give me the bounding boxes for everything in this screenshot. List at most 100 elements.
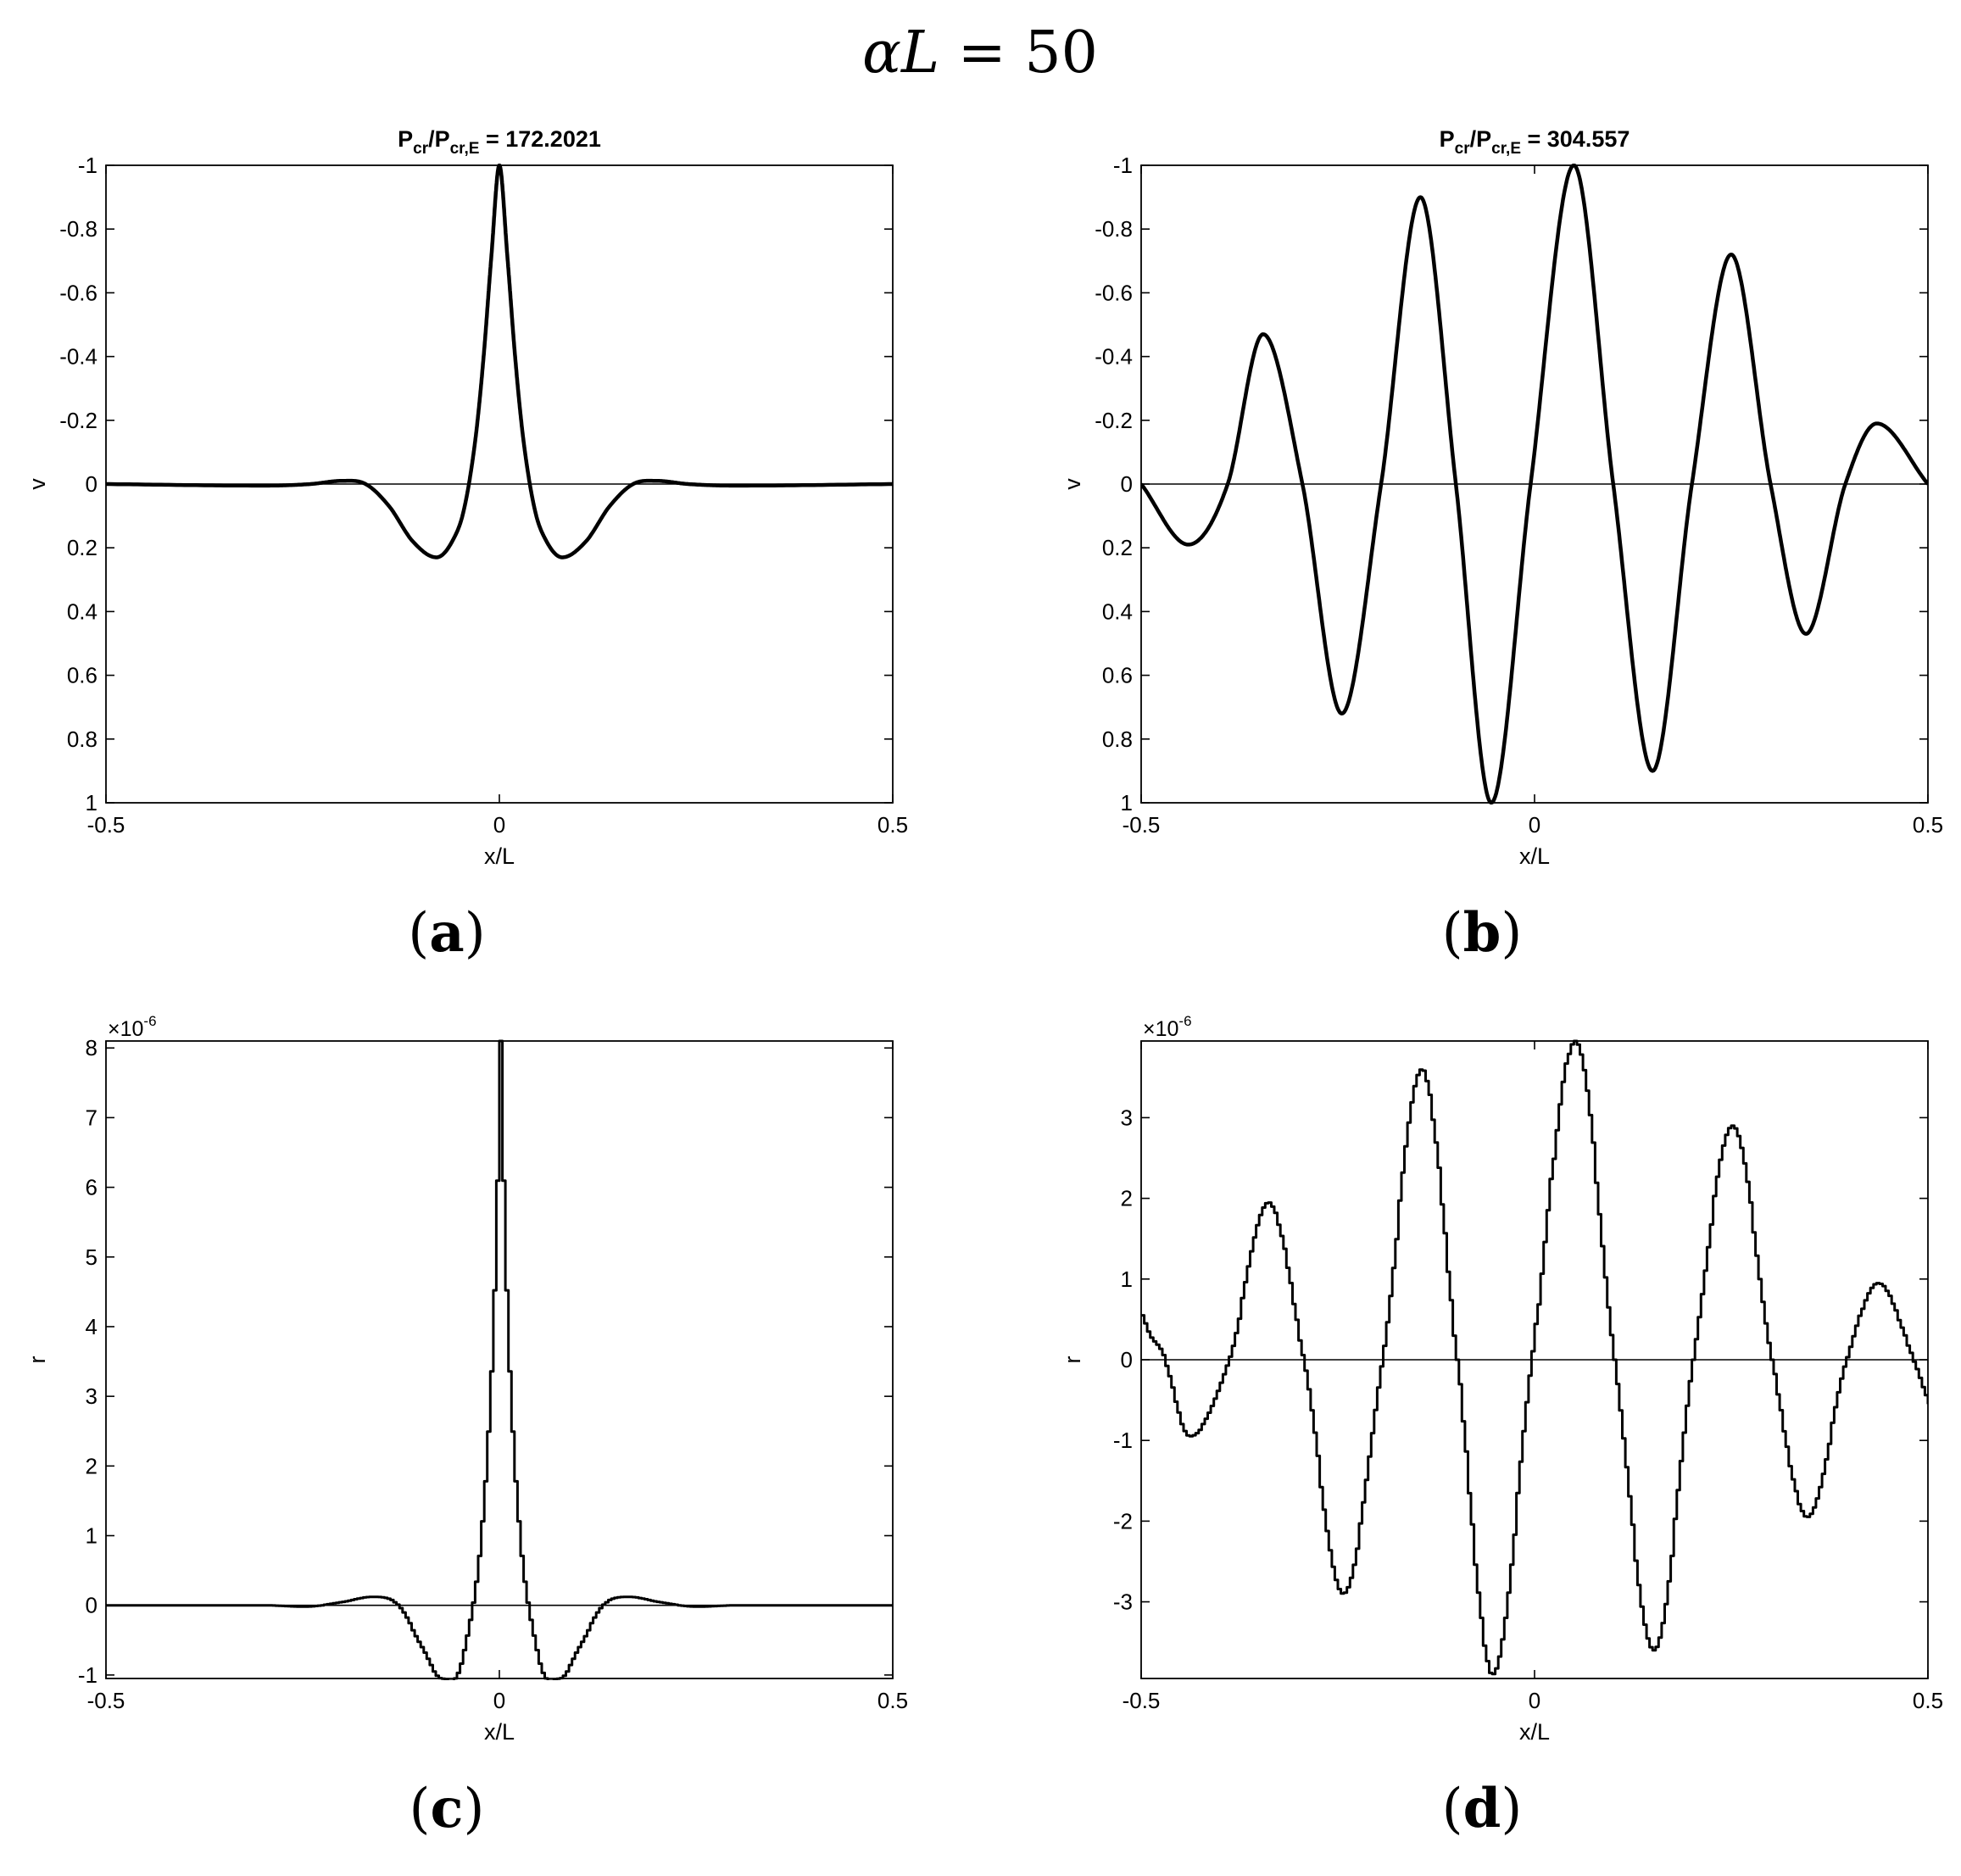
panel-label: (d): [1442, 1777, 1523, 1840]
panel-title-p: P: [398, 126, 413, 152]
panel-title: Pcr/Pcr,E = 172.2021: [398, 126, 601, 158]
y-tick-label: 0: [1121, 471, 1133, 497]
y-tick-label: -0.4: [1095, 344, 1133, 370]
y-tick-label: 0: [1121, 1347, 1133, 1372]
x-tick-label: -0.5: [1123, 812, 1161, 838]
chart-panel-b: -0.5 0 0.5 -1 -0.8 -0.6 -0.4 -0.2 0 0.2 0.4 0.6 0.8 1…: [1060, 126, 1943, 965]
y-tick-label: 8: [86, 1035, 97, 1060]
panel-title-slash: /P: [428, 126, 450, 152]
y-axis-label: r: [1060, 1356, 1085, 1364]
panel-label: (c): [409, 1777, 485, 1840]
panel-label-letter: d: [1463, 1777, 1501, 1840]
x-tick-label: -0.5: [87, 1688, 125, 1713]
y-tick-label: -0.4: [59, 344, 97, 370]
x-axis-label: x/L: [484, 1719, 515, 1745]
multiplier-base: ×10: [1143, 1017, 1178, 1041]
y-tick-label: -1: [78, 1662, 97, 1688]
x-axis-label: x/L: [484, 843, 515, 869]
panel-label-open: (: [409, 1778, 431, 1840]
y-tick-label: -0.6: [59, 280, 97, 305]
x-tick-label: 0.5: [877, 1688, 908, 1713]
series-line: [1141, 164, 1928, 804]
y-tick-label: 0.6: [1102, 663, 1133, 688]
y-tick-label: 0.2: [67, 535, 97, 560]
chart-panel-d: -0.5 0 0.5 -3 -2 -1 0 1 2 3 x/L r ×10-6 (d): [1060, 1013, 1943, 1840]
x-axis-label: x/L: [1519, 843, 1550, 869]
panel-title-slash: /P: [1470, 126, 1492, 152]
panel-label-letter: b: [1463, 901, 1501, 965]
panel-title-sub1: cr: [1455, 140, 1471, 158]
y-tick-label: 2: [1121, 1186, 1133, 1211]
y-axis-label: v: [25, 478, 50, 490]
panel-title: Pcr/Pcr,E = 304.557: [1440, 126, 1630, 158]
y-tick-label: 4: [86, 1314, 97, 1339]
x-tick-label: 0: [493, 812, 505, 838]
y-tick-label: 7: [86, 1105, 97, 1130]
x-tick-label: 0: [1529, 812, 1540, 838]
y-tick-label: 0.4: [1102, 598, 1133, 624]
panel-title-sub1: cr: [413, 140, 429, 158]
y-tick-label: -0.8: [59, 216, 97, 242]
panel-label: (b): [1442, 901, 1523, 965]
y-tick-label: 0: [86, 471, 97, 497]
panel-label-close: ): [1501, 902, 1522, 965]
multiplier-exponent: -6: [1178, 1013, 1191, 1029]
x-tick-label: 0.5: [877, 812, 908, 838]
x-tick-label: 0.5: [1913, 1688, 1943, 1713]
panel-label: (a): [408, 901, 485, 965]
y-tick-label: 1: [1121, 1266, 1133, 1292]
panel-title-p: P: [1440, 126, 1455, 152]
chart-panel-c: -0.5 0 0.5 -1 0 1 2 3 4 5 6 7 8 x/L r ×10-6 (c): [25, 1013, 908, 1840]
y-tick-label: 0.6: [67, 663, 97, 688]
y-tick-label: -3: [1113, 1589, 1133, 1615]
y-tick-label: 5: [86, 1244, 97, 1270]
panel-label-close: ): [465, 902, 486, 965]
y-tick-label: 1: [1121, 790, 1133, 816]
y-tick-label: -2: [1113, 1508, 1133, 1534]
panel-title-value: = 172.2021: [479, 126, 600, 152]
y-tick-label: -0.6: [1095, 280, 1133, 305]
panel-label-letter: a: [429, 901, 464, 965]
x-tick-label: -0.5: [1123, 1688, 1161, 1713]
x-tick-label: 0.5: [1913, 812, 1943, 838]
y-tick-label: -1: [78, 153, 97, 178]
y-tick-label: 0.8: [67, 726, 97, 752]
panel-label-open: (: [1442, 902, 1463, 965]
y-tick-label: 0: [86, 1593, 97, 1618]
y-axis-label: r: [25, 1356, 50, 1364]
series-line: [1141, 1039, 1928, 1676]
panel-label-open: (: [1442, 1778, 1463, 1840]
axis-multiplier: ×10-6: [1143, 1013, 1192, 1041]
series-line: [106, 164, 893, 559]
x-tick-label: 0: [1529, 1688, 1540, 1713]
multiplier-base: ×10: [108, 1017, 143, 1041]
y-tick-label: 6: [86, 1175, 97, 1200]
series-line: [106, 1039, 893, 1680]
y-tick-label: 0.2: [1102, 535, 1133, 560]
y-tick-label: -0.2: [59, 408, 97, 433]
panel-title-sub2: cr,E: [1491, 140, 1521, 158]
y-tick-label: 0.8: [1102, 726, 1133, 752]
y-tick-label: 3: [86, 1383, 97, 1409]
x-tick-label: 0: [493, 1688, 505, 1713]
y-tick-label: 2: [86, 1453, 97, 1478]
figure-title: αL = 50: [862, 19, 1098, 86]
panel-title-sub2: cr,E: [450, 140, 480, 158]
y-tick-label: 0.4: [67, 598, 97, 624]
y-tick-label: -0.2: [1095, 408, 1133, 433]
x-tick-label: -0.5: [87, 812, 125, 838]
axis-multiplier: ×10-6: [108, 1013, 157, 1041]
y-tick-label: 3: [1121, 1105, 1133, 1130]
panel-label-letter: c: [431, 1777, 464, 1840]
y-tick-label: -0.8: [1095, 216, 1133, 242]
y-tick-label: 1: [86, 790, 97, 816]
panel-label-open: (: [408, 902, 429, 965]
y-tick-label: 1: [86, 1523, 97, 1549]
y-tick-label: -1: [1113, 153, 1133, 178]
y-axis-label: v: [1060, 478, 1085, 490]
y-tick-label: -1: [1113, 1428, 1133, 1453]
panel-label-close: ): [463, 1778, 484, 1840]
chart-panel-a: -0.5 0 0.5 -1 -0.8 -0.6 -0.4 -0.2 0 0.2 0.4 0.6 0.8 1…: [25, 126, 908, 965]
panel-title-value: = 304.557: [1521, 126, 1630, 152]
